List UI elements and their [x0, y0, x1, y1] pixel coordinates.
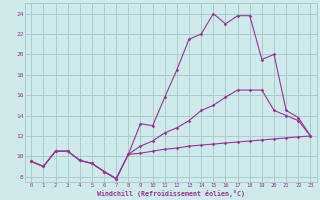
X-axis label: Windchill (Refroidissement éolien,°C): Windchill (Refroidissement éolien,°C) [97, 190, 245, 197]
